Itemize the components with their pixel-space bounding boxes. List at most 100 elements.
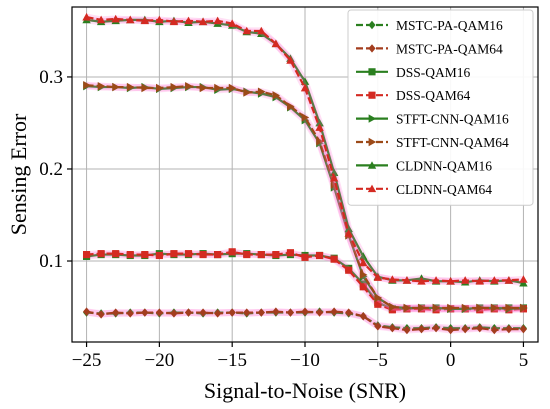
data-point <box>97 81 106 91</box>
data-point <box>490 303 499 313</box>
x-tick-label: −20 <box>145 350 175 371</box>
legend-entry: MSTC-PA-QAM16 <box>356 18 503 33</box>
data-point <box>214 309 222 318</box>
data-point <box>389 302 397 312</box>
data-point <box>184 308 193 317</box>
data-point <box>82 12 91 21</box>
data-point <box>359 283 367 291</box>
data-point <box>315 123 324 131</box>
data-point <box>344 224 353 233</box>
data-point <box>300 83 310 92</box>
legend-marker <box>368 91 376 99</box>
data-point <box>417 277 426 285</box>
data-point <box>199 250 207 259</box>
data-point <box>329 173 339 182</box>
data-point <box>490 325 498 335</box>
data-point <box>141 308 149 317</box>
legend-label: MSTC-PA-QAM64 <box>396 41 503 56</box>
x-tick-label: −25 <box>72 350 102 371</box>
y-tick-label: 0.1 <box>39 251 63 272</box>
data-point <box>213 16 222 25</box>
data-point <box>388 275 397 283</box>
data-point <box>97 310 105 319</box>
data-point <box>286 249 295 257</box>
legend-marker <box>367 184 377 193</box>
data-point <box>315 251 324 260</box>
data-point <box>228 248 236 256</box>
data-point <box>447 303 455 313</box>
data-point <box>243 250 251 259</box>
data-point <box>476 323 484 333</box>
data-point <box>301 307 309 316</box>
data-point <box>199 83 208 93</box>
legend-marker <box>368 68 376 76</box>
data-point <box>286 308 295 317</box>
data-point <box>286 56 295 64</box>
data-point <box>359 312 367 321</box>
series-cldnn-qam64 <box>82 12 528 285</box>
data-point <box>214 83 222 93</box>
legend-label: DSS-QAM64 <box>396 88 471 103</box>
data-point <box>96 15 106 24</box>
data-point <box>169 17 179 26</box>
data-point <box>228 308 236 317</box>
data-point <box>141 83 150 93</box>
data-point <box>257 308 265 317</box>
data-point <box>141 250 149 259</box>
data-point <box>112 308 120 317</box>
data-point <box>111 14 120 23</box>
data-point <box>198 17 208 26</box>
y-tick-label: 0.2 <box>39 159 63 180</box>
legend-marker <box>368 114 377 123</box>
data-point <box>460 276 470 284</box>
y-tick-label: 0.3 <box>39 67 63 88</box>
data-point <box>170 250 178 258</box>
data-point <box>257 87 266 96</box>
data-point <box>345 308 353 317</box>
data-point <box>155 15 164 24</box>
data-point <box>199 308 207 317</box>
data-point <box>373 273 383 281</box>
data-point <box>82 250 91 259</box>
legend-box <box>347 9 534 206</box>
legend-entry: MSTC-PA-QAM64 <box>356 41 503 56</box>
data-point <box>359 258 368 267</box>
data-point <box>330 180 339 189</box>
data-point <box>519 324 528 334</box>
data-point <box>272 250 280 259</box>
data-point <box>184 16 193 25</box>
axis-ticks: −25 −20 −15 −10 −5 0 5 0.1 0.2 0.3 <box>39 67 528 371</box>
x-tick-label: 0 <box>446 350 456 371</box>
legend-label: STFT-CNN-QAM64 <box>396 135 509 150</box>
data-point <box>315 308 324 317</box>
data-point <box>519 275 528 283</box>
data-point <box>227 19 237 27</box>
data-point <box>170 82 179 92</box>
data-point <box>476 303 484 313</box>
data-point <box>446 277 455 285</box>
legend-entry: CLDNN-QAM64 <box>356 182 492 197</box>
data-point <box>359 270 368 280</box>
legend-label: STFT-CNN-QAM16 <box>396 112 509 127</box>
legend-label: MSTC-PA-QAM16 <box>396 18 503 33</box>
data-point <box>156 83 164 93</box>
data-point <box>287 102 295 111</box>
data-point <box>126 82 135 92</box>
data-point <box>243 88 251 97</box>
data-point <box>155 308 163 317</box>
legend-entry: CLDNN-QAM16 <box>356 158 492 173</box>
data-point <box>432 323 440 333</box>
data-point <box>155 251 163 260</box>
data-point <box>330 307 338 316</box>
data-point <box>242 26 251 35</box>
data-point <box>403 303 412 313</box>
data-point <box>359 252 368 260</box>
data-point <box>402 276 412 284</box>
data-point <box>403 325 411 335</box>
data-point <box>301 113 310 122</box>
data-point <box>374 300 382 308</box>
data-point <box>126 15 135 24</box>
data-point <box>228 83 237 93</box>
x-tick-label: 5 <box>519 350 529 371</box>
data-point <box>126 309 134 318</box>
